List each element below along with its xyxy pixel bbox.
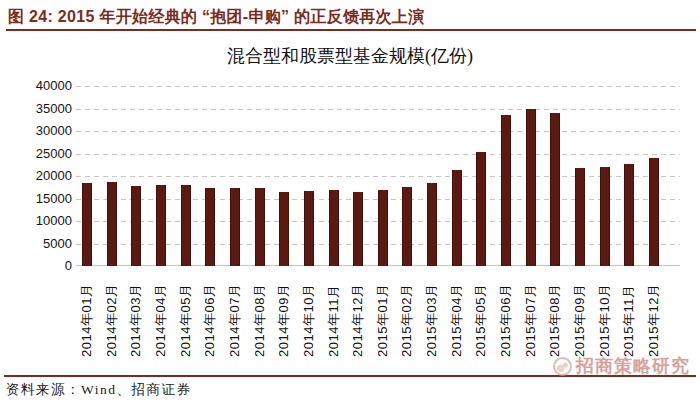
x-axis-tick-label: 2014年10月 — [302, 284, 316, 357]
x-axis-tick-label: 2014年07月 — [228, 284, 242, 357]
bar-2015年12月 — [649, 158, 659, 266]
x-axis-tick-label: 2015年05月 — [474, 284, 488, 357]
y-axis-tick-label: 0 — [14, 257, 72, 275]
gridline — [76, 131, 680, 132]
x-axis-tick-label: 2014年12月 — [351, 284, 365, 357]
watermark: 招商策略研究 — [553, 354, 690, 378]
gridline — [76, 176, 680, 177]
bar-2014年05月 — [181, 185, 191, 266]
x-axis-tick-label: 2015年09月 — [573, 284, 587, 357]
x-axis-tick-label: 2014年03月 — [129, 284, 143, 357]
figure-title: 图 24: 2015 年开始经典的 “抱团-申购” 的正反馈再次上演 — [8, 7, 698, 28]
bar-2014年10月 — [304, 191, 314, 266]
circle-logo-icon — [553, 357, 572, 376]
bar-2014年04月 — [156, 185, 166, 266]
bar-2015年03月 — [427, 183, 437, 266]
bar-2015年09月 — [575, 168, 585, 266]
x-axis-tick-label: 2015年06月 — [499, 284, 513, 357]
x-axis-tick-label: 2015年08月 — [548, 284, 562, 357]
y-axis-tick-label: 5000 — [14, 235, 72, 253]
bar-2015年05月 — [476, 152, 486, 266]
x-axis-tick-label: 2014年02月 — [105, 284, 119, 357]
gridline — [76, 86, 680, 87]
bar-2015年04月 — [452, 170, 462, 266]
bar-2014年08月 — [255, 188, 265, 266]
x-axis-tick-label: 2015年07月 — [524, 284, 538, 357]
bar-2015年01月 — [378, 190, 388, 266]
watermark-text: 招商策略研究 — [576, 354, 690, 378]
bar-2015年07月 — [526, 109, 536, 266]
bar-2015年08月 — [550, 113, 560, 266]
x-axis-tick-label: 2015年11月 — [622, 285, 636, 357]
bar-2014年11月 — [329, 190, 339, 266]
x-axis-tick-label: 2014年06月 — [203, 284, 217, 357]
bar-2014年09月 — [279, 192, 289, 266]
bar-2014年01月 — [82, 183, 92, 266]
bar-2014年02月 — [107, 182, 117, 266]
header-divider — [6, 29, 696, 31]
x-axis-tick-label: 2015年01月 — [376, 284, 390, 357]
x-axis-tick-label: 2014年08月 — [253, 284, 267, 357]
y-axis-tick-label: 40000 — [14, 77, 72, 95]
x-axis-tick-label: 2015年10月 — [598, 284, 612, 357]
gridline — [76, 154, 680, 155]
x-axis-tick-label: 2015年12月 — [647, 284, 661, 357]
bar-2015年02月 — [402, 187, 412, 266]
y-axis-tick-label: 10000 — [14, 212, 72, 230]
plot-area — [76, 86, 680, 266]
gridline — [76, 109, 680, 110]
y-axis-tick-label: 15000 — [14, 190, 72, 208]
bar-2015年06月 — [501, 115, 511, 266]
figure-container: 图 24: 2015 年开始经典的 “抱团-申购” 的正反馈再次上演 混合型和股… — [0, 0, 700, 402]
bar-2014年12月 — [353, 192, 363, 266]
x-axis-tick-label: 2015年03月 — [425, 284, 439, 357]
bar-2014年03月 — [131, 186, 141, 266]
bar-2014年07月 — [230, 188, 240, 266]
y-axis-tick-label: 25000 — [14, 145, 72, 163]
source-note: 资料来源：Wind、招商证券 — [6, 381, 191, 399]
x-axis-tick-label: 2014年05月 — [179, 284, 193, 357]
chart-title: 混合型和股票型基金规模(亿份) — [10, 44, 690, 68]
x-axis-tick-label: 2015年02月 — [400, 284, 414, 357]
bar-2015年11月 — [624, 164, 634, 266]
x-axis-tick-label: 2014年01月 — [80, 284, 94, 357]
bar-2014年06月 — [205, 188, 215, 266]
x-axis-tick-label: 2014年09月 — [277, 284, 291, 357]
x-axis-tick-label: 2015年04月 — [450, 284, 464, 357]
y-axis-tick-label: 20000 — [14, 167, 72, 185]
x-axis-tick-label: 2014年04月 — [154, 284, 168, 357]
bar-2015年10月 — [600, 167, 610, 266]
x-axis-tick-label: 2014年11月 — [327, 285, 341, 357]
y-axis-tick-label: 35000 — [14, 100, 72, 118]
y-axis-tick-label: 30000 — [14, 122, 72, 140]
